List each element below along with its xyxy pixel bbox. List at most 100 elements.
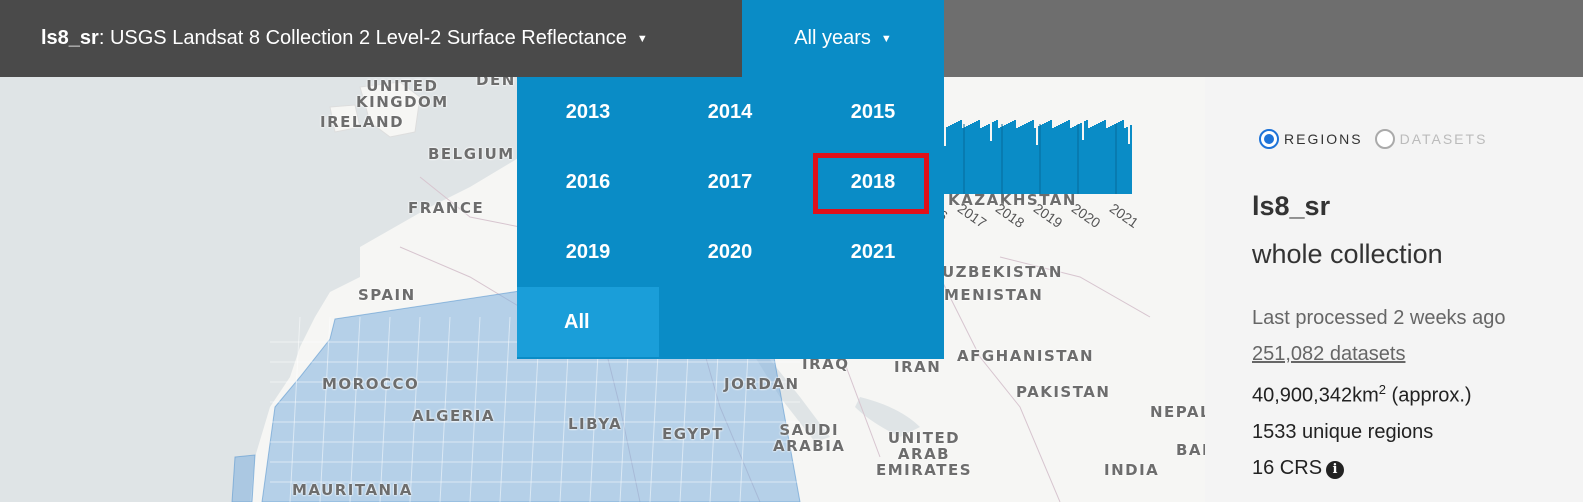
histogram-bar [1088,128,1090,194]
histogram-bar [1126,127,1128,194]
map-label-spain: SPAIN [358,286,416,304]
histogram-bar [1012,121,1014,194]
histogram-bar [1058,125,1060,194]
histogram-bar [958,121,960,194]
histogram-bar [1050,120,1052,194]
year-dropdown-menu: 2013 2014 2015 2016 2017 2018 2019 2020 … [517,77,944,359]
histogram-bar [960,120,962,194]
histogram-bar [986,125,988,194]
histogram-bar [982,127,984,194]
histogram-bar [1004,125,1006,194]
histogram-bar [1128,144,1130,194]
histogram-tick: 2018 [992,200,1028,231]
map-label-afghanistan: AFGHANISTAN [957,347,1094,365]
histogram-bar [1110,126,1112,194]
datasets-count-link[interactable]: 251,082 datasets [1252,343,1406,365]
histogram-bar [956,122,958,194]
map-label-saudi: SAUDI ARABIA [773,421,846,455]
map-label-uk: UNITED KINGDOM [356,77,449,111]
histogram-bar [1014,120,1016,194]
histogram-bar [1010,122,1012,194]
area-covered: 40,900,342km2 (approx.) [1252,382,1472,408]
year-option-2016[interactable]: 2016 [565,170,611,193]
map-label-iran: IRAN [894,358,942,376]
info-icon[interactable]: i [1326,461,1345,479]
area-suffix: (approx.) [1386,384,1472,407]
year-option-2020[interactable]: 2020 [707,240,753,263]
datasets-radio-label[interactable]: DATASETS [1399,131,1488,147]
histogram-bar [1016,128,1018,194]
histogram-bar [1046,122,1048,194]
year-option-2018[interactable]: 2018 [850,170,896,193]
histogram-bar [962,128,964,194]
map-label-nepal: NEPAL [1150,403,1205,421]
regions-radio-label[interactable]: REGIONS [1284,131,1363,147]
area-value: 40,900,342km [1252,384,1379,407]
histogram-bar [1106,128,1108,194]
map-label-kazakhstan: KAZAKHSTAN [948,191,1077,209]
histogram-bar [1076,125,1078,194]
histogram-bar [1040,125,1042,194]
histogram-bar [988,124,990,194]
caret-down-icon: ▼ [880,32,892,45]
histogram-bar [976,121,978,194]
summary-panel: REGIONS DATASETS ls8_sr whole collection… [1205,77,1583,502]
histogram-bar [1000,127,1002,194]
histogram-bar [1102,121,1104,194]
histogram-bar [1060,124,1062,194]
histogram-tick: 2017 [954,200,990,231]
year-option-2015[interactable]: 2015 [850,100,896,123]
histogram-bar [974,122,976,194]
histogram-bar [966,126,968,194]
year-selector-label: All years [794,27,871,49]
histogram-bar [1104,120,1106,194]
map-label-morocco: MOROCCO [322,375,420,393]
histogram-bar [968,125,970,194]
histogram-bar [1032,120,1034,194]
map-label-uae: UNITED ARAB EMIRATES [876,429,973,479]
histogram-bar [984,126,986,194]
histogram-bar [1030,121,1032,194]
map-label-india: INDIA [1104,461,1160,479]
histogram-bar [1122,120,1124,194]
histogram-bar [998,128,1000,194]
map-label-iraq: IRAQ [802,355,850,373]
year-option-2014[interactable]: 2014 [707,100,753,123]
year-option-all[interactable]: All [517,287,659,357]
product-selector[interactable]: ls8_sr : USGS Landsat 8 Collection 2 Lev… [0,0,742,77]
map-label-libya: LIBYA [568,415,623,433]
histogram-bar [950,125,952,194]
year-option-2017[interactable]: 2017 [707,170,753,193]
map-label-uzbekistan: UZBEKISTAN [942,263,1063,281]
year-option-2021[interactable]: 2021 [850,240,896,263]
year-option-2013[interactable]: 2013 [565,100,611,123]
histogram-bar [972,123,974,194]
view-mode-toggle: REGIONS DATASETS [1259,129,1487,149]
year-option-2019[interactable]: 2019 [565,240,611,263]
histogram-axis: 16 2017 2018 2019 2020 2021 [929,196,1150,236]
map-label-egypt: EGYPT [662,425,724,443]
histogram-bar [948,126,950,194]
year-selector[interactable]: All years ▼ [742,0,944,77]
histogram-bar [1038,126,1040,194]
histogram-bar [1006,124,1008,194]
last-processed: Last processed 2 weeks ago [1252,307,1506,329]
regions-radio[interactable] [1259,129,1279,149]
histogram-bar [1056,126,1058,194]
histogram-bar [1124,128,1126,194]
datasets-radio[interactable] [1374,129,1395,149]
histogram-bar [1108,127,1110,194]
histogram-bar [996,120,998,194]
histogram-bar [970,124,972,194]
histogram-bar [1068,120,1070,194]
histogram-bar [1118,122,1120,194]
histogram-bar [1054,127,1056,194]
histogram-bar [1082,140,1084,194]
area-unit-sup: 2 [1378,382,1386,397]
histogram-bar [1002,126,1004,194]
histogram-bar [1022,125,1024,194]
histogram-bar [1098,123,1100,194]
histogram-bar [1080,123,1082,194]
crs-row: 16 CRS i [1252,457,1345,480]
timeline-histogram[interactable] [944,114,1138,194]
